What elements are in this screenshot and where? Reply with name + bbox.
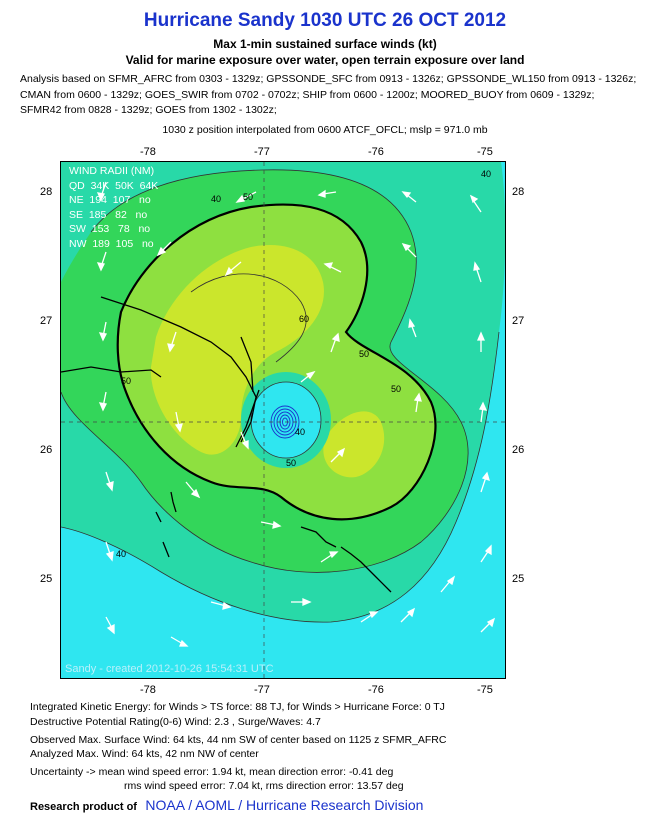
lat-tick-right: 26 (512, 444, 525, 456)
lat-tick-right: 28 (512, 186, 525, 198)
wind-arrows (96, 181, 496, 647)
analysis-line: Analysis based on SFMR_AFRC from 0303 - … (20, 73, 637, 85)
research-credit: Research product of NOAA / AOML / Hurric… (30, 797, 423, 815)
wind-field-map: 40 50 60 50 50 40 50 40 40 50 WIND RADII… (60, 161, 506, 679)
lat-tick-left: 27 (40, 315, 53, 327)
lat-tick-right: 25 (512, 573, 525, 585)
contour-label: 50 (359, 349, 369, 359)
lon-tick-top: -78 (140, 146, 156, 158)
lat-tick-left: 28 (40, 186, 53, 198)
map-subtitle: Max 1-min sustained surface winds (kt) (213, 37, 437, 51)
lon-tick-bottom: -75 (477, 684, 493, 696)
wind-radii-table: WIND RADII (NM) QD 34K 50K 64K NE 194 10… (69, 164, 158, 252)
ike-text: Integrated Kinetic Energy: for Winds > T… (30, 701, 445, 713)
creation-watermark: Sandy - created 2012-10-26 15:54:31 UTC (65, 663, 274, 675)
contour-label: 60 (299, 314, 309, 324)
wind-radii-row: SW 153 78 no (69, 223, 151, 236)
wind-radii-row: NW 189 105 no (69, 237, 154, 250)
contour-label: 50 (286, 458, 296, 468)
analysis-sources: Analysis based on SFMR_AFRC from 0303 - … (20, 72, 640, 119)
lat-lon-grid (61, 162, 505, 678)
lon-tick-top: -77 (254, 146, 270, 158)
contour-label: 50 (391, 384, 401, 394)
coastlines (61, 296, 392, 593)
destructive-potential-text: Destructive Potential Rating(0-6) Wind: … (30, 716, 321, 728)
60kt-wind-region (150, 245, 324, 455)
observed-max-wind-text: Observed Max. Surface Wind: 64 kts, 44 n… (30, 734, 447, 746)
analyzed-max-wind-text: Analyzed Max. Wind: 64 kts, 42 nm NW of … (30, 748, 259, 760)
wind-radii-header: QD 34K 50K 64K (69, 179, 159, 192)
analysis-line: CMAN from 0600 - 1329z; GOES_SWIR from 0… (20, 88, 595, 101)
lon-tick-bottom: -76 (368, 684, 384, 696)
contour-label: 40 (481, 169, 491, 179)
lon-tick-bottom: -77 (254, 684, 270, 696)
uncertainty-line-2: rms wind speed error: 7.04 kt, rms direc… (124, 780, 404, 792)
se-wind-lobe (323, 411, 385, 478)
wind-radii-row: SE 185 82 no (69, 208, 148, 221)
lat-tick-left: 25 (40, 573, 53, 585)
position-line: 1030 z position interpolated from 0600 A… (162, 124, 488, 136)
map-title: Hurricane Sandy 1030 UTC 26 OCT 2012 (143, 10, 507, 31)
lat-tick-left: 26 (40, 444, 53, 456)
lon-tick-top: -76 (368, 146, 384, 158)
contour-label: 40 (295, 427, 305, 437)
research-label: Research product of (30, 801, 137, 813)
map-subtitle-exposure: Valid for marine exposure over water, op… (125, 53, 525, 67)
analysis-line: SFMR42 from 0828 - 1329z; GOES from 1302… (20, 104, 277, 116)
contour-label: 50 (243, 192, 253, 202)
eye-inner-region (251, 382, 321, 458)
wind-radii-row: NE 194 107 no (69, 194, 151, 207)
lat-tick-right: 27 (512, 315, 525, 327)
lon-tick-top: -75 (477, 146, 493, 158)
contour-label: 40 (211, 194, 221, 204)
research-organization: NOAA / AOML / Hurricane Research Divisio… (145, 797, 424, 813)
wind-field-svg: 40 50 60 50 50 40 50 40 40 50 (61, 162, 505, 678)
uncertainty-line-1: Uncertainty -> mean wind speed error: 1.… (30, 766, 394, 778)
contour-label: 50 (121, 376, 131, 386)
contour-label: 40 (116, 549, 126, 559)
lon-tick-bottom: -78 (140, 684, 156, 696)
wind-radii-title: WIND RADII (NM) (69, 165, 155, 177)
